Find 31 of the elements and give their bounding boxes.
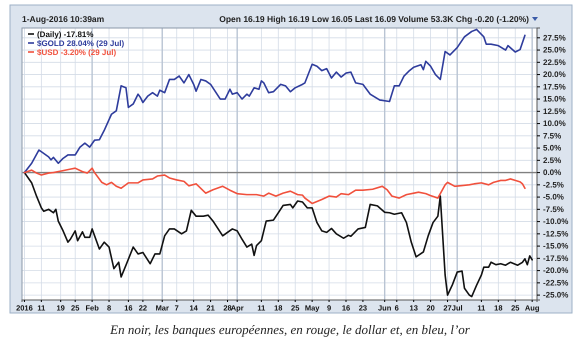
y-tick-label: 22.5% (543, 58, 566, 67)
y-tick-label: -15.0% (543, 242, 568, 251)
y-tick-label: 25.0% (543, 46, 566, 55)
y-tick-label: 0.0% (543, 168, 562, 178)
y-tick-label: 20.0% (543, 70, 566, 80)
y-tick-label: 5.0% (543, 144, 562, 153)
text: Open 16.19 High 16.19 Low 16.05 Last 16.09 Volume 53.3K Chg -0.20 (-1.20%) (219, 14, 530, 24)
y-tick-label: 2.5% (543, 156, 562, 165)
y-tick-label: 17.5% (543, 82, 566, 92)
y-tick-label: 10.0% (543, 119, 566, 128)
y-tick-label: -20.0% (543, 266, 568, 276)
y-tick-label: -25.0% (543, 290, 568, 300)
y-tick-label: -22.5% (543, 278, 568, 288)
y-tick-label: 27.5% (543, 33, 566, 42)
y-tick-label: 7.5% (543, 131, 562, 140)
y-tick-label: -7.5% (543, 204, 564, 214)
text: En noir, les banques européennes, en rouge, le dollar et, en bleu, l’or (109, 322, 471, 337)
text: 1-Aug-2016 10:39am (22, 14, 105, 24)
line-series (24, 172, 533, 298)
line-series (24, 28, 526, 174)
y-tick-label: -5.0% (543, 192, 564, 202)
y-tick-label: -10.0% (543, 217, 568, 226)
line-series (24, 167, 526, 204)
y-tick-label: 12.5% (543, 106, 566, 116)
y-tick-label: 15.0% (543, 94, 566, 104)
y-tick-label: -12.5% (543, 229, 568, 238)
legend-label: $USD -3.20% (29 Jul) (37, 48, 116, 57)
legend-label: (Daily) -17.81% (37, 30, 94, 39)
y-tick-label: -17.5% (543, 254, 568, 263)
y-tick-label: -2.5% (543, 180, 564, 190)
legend-label: $GOLD 28.04% (29 Jul) (37, 39, 124, 48)
